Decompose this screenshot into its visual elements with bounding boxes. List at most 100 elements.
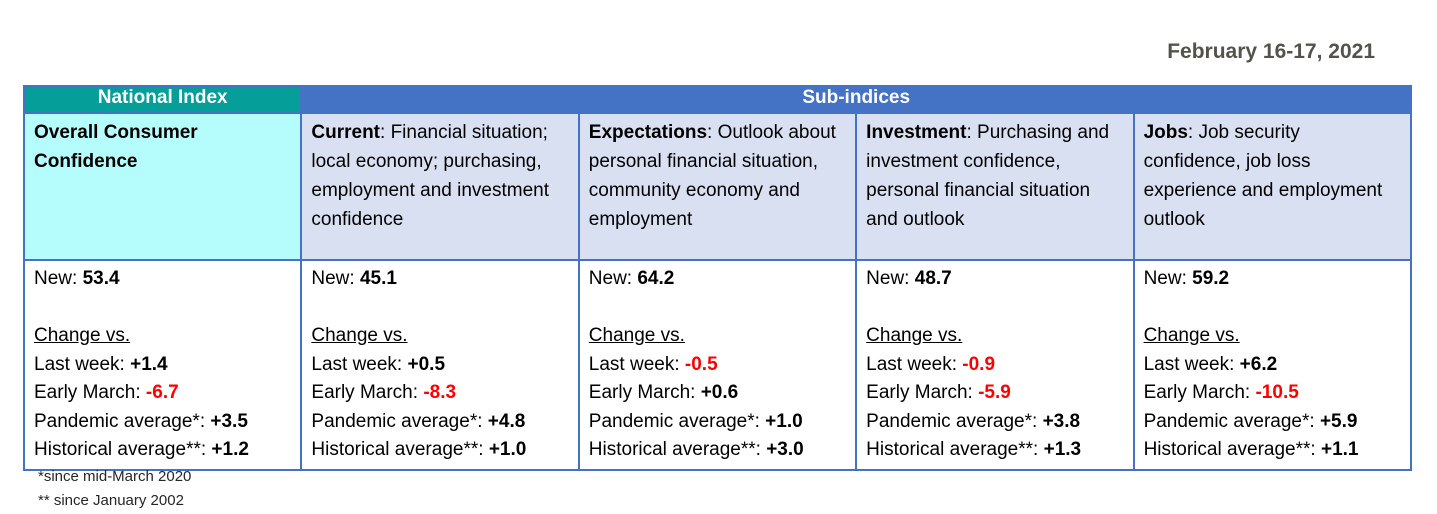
row-value: +3.8 [1042, 410, 1081, 432]
new-label: New: [1143, 268, 1187, 289]
consumer-confidence-table: National Index Sub-indices Overall Consu… [22, 85, 1413, 471]
description-row: Overall Consumer Confidence Current: Fin… [22, 112, 1413, 261]
row-label: Pandemic average*: [34, 410, 206, 432]
desc-cell-overall: Overall Consumer Confidence [22, 112, 303, 261]
blank-line [34, 294, 291, 323]
row-label: Historical average**: [866, 439, 1039, 460]
national-index-header: National Index [22, 85, 303, 114]
data-cell-investment: New: 48.7 Change vs. Last week: -0.9 Ear… [855, 259, 1135, 471]
blank-line [589, 294, 846, 323]
new-value-line: New: 48.7 [866, 265, 1123, 294]
row-value: +1.1 [1320, 439, 1359, 460]
row-label: Last week: [588, 353, 680, 375]
pandemic-average-line: Pandemic average*: +1.0 [589, 408, 846, 437]
new-value: 48.7 [914, 268, 952, 289]
early-march-line: Early March: -10.5 [1144, 379, 1401, 408]
desc-term: Jobs [1143, 122, 1188, 143]
blank-line [1144, 294, 1401, 323]
desc-term: Overall Consumer Confidence [34, 122, 198, 172]
row-value: -5.9 [978, 382, 1011, 403]
row-label: Early March: [311, 382, 419, 403]
row-value: +6.2 [1239, 353, 1278, 375]
new-value: 53.4 [82, 268, 120, 289]
change-vs-label: Change vs. [588, 325, 685, 346]
historical-average-line: Historical average**: +1.3 [866, 436, 1123, 465]
row-label: Early March: [588, 382, 696, 403]
desc-rest: : Job security confidence, job loss expe… [1143, 122, 1383, 230]
historical-average-line: Historical average**: +3.0 [589, 436, 846, 465]
data-row: New: 53.4 Change vs. Last week: +1.4 Ear… [22, 259, 1413, 471]
early-march-line: Early March: -8.3 [311, 379, 568, 408]
row-label: Last week: [311, 353, 403, 375]
row-label: Pandemic average*: [866, 410, 1038, 432]
desc-cell-investment: Investment: Purchasing and investment co… [855, 112, 1135, 261]
pandemic-average-line: Pandemic average*: +5.9 [1144, 408, 1401, 437]
new-value-line: New: 53.4 [34, 265, 291, 294]
data-cell-current: New: 45.1 Change vs. Last week: +0.5 Ear… [300, 259, 580, 471]
footnotes: *since mid-March 2020 ** since January 2… [38, 465, 191, 513]
change-vs-label: Change vs. [311, 325, 408, 346]
data-cell-overall: New: 53.4 Change vs. Last week: +1.4 Ear… [22, 259, 303, 471]
desc-rest: : Financial situation; local economy; pu… [311, 122, 550, 230]
new-value-line: New: 64.2 [589, 265, 846, 294]
row-label: Pandemic average*: [311, 410, 483, 432]
early-march-line: Early March: +0.6 [589, 379, 846, 408]
row-value: +1.4 [130, 353, 168, 375]
row-value: +3.0 [766, 439, 804, 460]
desc-rest: : Purchasing and investment confidence, … [866, 122, 1110, 230]
new-label: New: [311, 268, 355, 289]
change-vs-label: Change vs. [1143, 325, 1240, 346]
row-label: Historical average**: [311, 439, 484, 460]
desc-cell-current: Current: Financial situation; local econ… [300, 112, 580, 261]
historical-average-line: Historical average**: +1.1 [1144, 436, 1401, 465]
row-value: +1.3 [1043, 439, 1082, 460]
sub-indices-header: Sub-indices [300, 85, 1412, 114]
row-value: +1.0 [488, 439, 527, 460]
historical-average-line: Historical average**: +1.0 [311, 436, 568, 465]
row-value: +0.5 [407, 353, 446, 375]
data-cell-jobs: New: 59.2 Change vs. Last week: +6.2 Ear… [1132, 259, 1413, 471]
row-label: Historical average**: [588, 439, 761, 460]
early-march-line: Early March: -5.9 [866, 379, 1123, 408]
change-vs-line: Change vs. [866, 322, 1123, 351]
row-value: +4.8 [487, 410, 526, 432]
blank-line [866, 294, 1123, 323]
new-value: 64.2 [637, 268, 675, 289]
row-value: +5.9 [1319, 410, 1358, 432]
desc-rest: : Outlook about personal financial situa… [588, 122, 836, 230]
change-vs-line: Change vs. [589, 322, 846, 351]
desc-cell-expectations: Expectations: Outlook about personal fin… [577, 112, 858, 261]
row-value: -0.5 [684, 353, 718, 375]
row-label: Historical average**: [34, 439, 207, 460]
change-vs-label: Change vs. [34, 325, 131, 346]
desc-term: Current [311, 122, 381, 143]
desc-cell-jobs: Jobs: Job security confidence, job loss … [1132, 112, 1413, 261]
new-value: 59.2 [1192, 268, 1230, 289]
row-label: Pandemic average*: [1143, 410, 1315, 432]
row-label: Early March: [34, 382, 141, 403]
last-week-line: Last week: +0.5 [311, 351, 568, 380]
pandemic-average-line: Pandemic average*: +3.8 [866, 408, 1123, 437]
row-label: Historical average**: [1143, 439, 1316, 460]
footnote-historical: ** since January 2002 [38, 492, 184, 509]
new-label: New: [588, 268, 633, 289]
row-value: -8.3 [423, 382, 457, 403]
row-label: Last week: [34, 353, 125, 375]
last-week-line: Last week: +6.2 [1144, 351, 1401, 380]
row-value: +1.0 [765, 410, 803, 432]
date-label: February 16-17, 2021 [1167, 40, 1375, 63]
last-week-line: Last week: -0.9 [866, 351, 1123, 380]
new-value-line: New: 45.1 [311, 265, 568, 294]
row-value: -0.9 [962, 353, 996, 375]
desc-term: Expectations [588, 122, 708, 143]
row-value: -6.7 [145, 382, 179, 403]
row-label: Early March: [866, 382, 973, 403]
row-value: -10.5 [1255, 382, 1299, 403]
row-value: +3.5 [210, 410, 248, 432]
last-week-line: Last week: +1.4 [34, 351, 291, 380]
row-label: Last week: [866, 353, 957, 375]
row-value: +1.2 [211, 439, 249, 460]
change-vs-line: Change vs. [34, 322, 291, 351]
early-march-line: Early March: -6.7 [34, 379, 291, 408]
